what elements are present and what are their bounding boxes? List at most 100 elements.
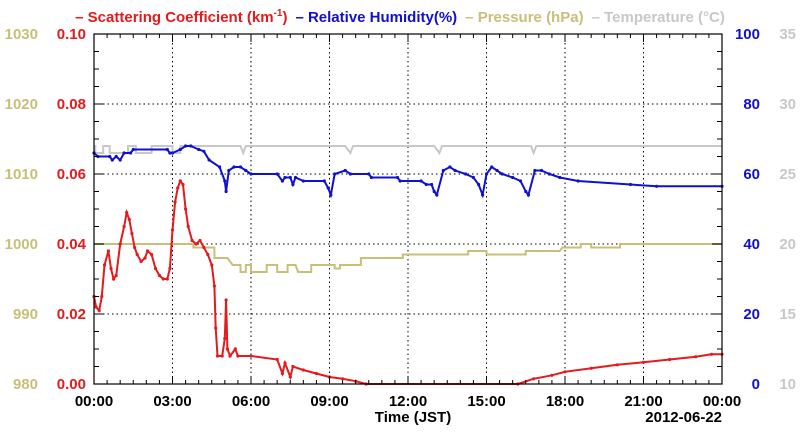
humidity-point bbox=[238, 165, 243, 169]
humidity-point bbox=[464, 172, 468, 176]
humidity-tick-label: 40 bbox=[743, 236, 760, 253]
x-tick-label: 00:00 bbox=[75, 393, 113, 410]
scattering-point bbox=[236, 354, 240, 358]
scattering-point bbox=[249, 354, 253, 358]
scattering-point bbox=[139, 259, 143, 264]
legend-dash-0: – bbox=[75, 9, 88, 26]
scattering-point bbox=[94, 305, 98, 309]
temperature-tick-label: 20 bbox=[779, 236, 796, 253]
axis-ticks bbox=[93, 33, 723, 385]
humidity-point bbox=[432, 189, 436, 194]
humidity-point bbox=[367, 172, 371, 176]
temperature-tick-label: 10 bbox=[779, 376, 796, 393]
scattering-point bbox=[130, 231, 134, 236]
scattering-point bbox=[563, 370, 567, 374]
scattering-point bbox=[224, 298, 228, 302]
scattering-point bbox=[106, 249, 110, 253]
humidity-point bbox=[108, 154, 112, 159]
scattering-point bbox=[532, 377, 536, 381]
scattering-point bbox=[170, 228, 175, 232]
humidity-point bbox=[178, 147, 182, 152]
scattering-point bbox=[275, 357, 279, 362]
legend: – Scattering Coefficient (km-1) – Relativ… bbox=[75, 8, 725, 26]
scattering-point bbox=[641, 360, 646, 364]
temperature-series bbox=[94, 145, 722, 156]
humidity-point bbox=[168, 151, 172, 155]
humidity-point bbox=[283, 175, 287, 180]
legend-entry-2: Pressure (hPa) bbox=[478, 9, 584, 26]
scattering-tick-label: 0.04 bbox=[57, 236, 87, 253]
temperature-tick-label: 25 bbox=[779, 166, 796, 183]
humidity-tick-label: 60 bbox=[743, 166, 760, 183]
humidity-point bbox=[518, 179, 523, 183]
humidity-point bbox=[170, 151, 175, 155]
scattering-point bbox=[210, 263, 214, 267]
scattering-point bbox=[694, 355, 698, 359]
humidity-point bbox=[197, 147, 201, 152]
scattering-point bbox=[709, 352, 714, 356]
temperature-tick-label: 35 bbox=[779, 26, 796, 43]
humidity-point bbox=[165, 147, 169, 152]
series-layer bbox=[92, 144, 724, 386]
humidity-point bbox=[301, 179, 305, 183]
humidity-point bbox=[224, 189, 228, 194]
scattering-point bbox=[150, 252, 154, 257]
scattering-point bbox=[215, 354, 220, 358]
x-tick-label: 21:00 bbox=[624, 393, 662, 410]
humidity-point bbox=[398, 179, 402, 183]
scattering-point bbox=[194, 242, 198, 246]
x-axis-title: Time (JST) bbox=[375, 409, 451, 426]
x-tick-label: 12:00 bbox=[389, 393, 427, 410]
humidity-tick-label: 80 bbox=[743, 96, 760, 113]
scattering-point bbox=[206, 252, 210, 257]
scattering-point bbox=[198, 238, 202, 243]
humidity-point bbox=[329, 193, 333, 197]
humidity-point bbox=[232, 165, 236, 169]
scattering-tick-label: 0.08 bbox=[57, 96, 86, 113]
scattering-point bbox=[186, 224, 190, 229]
legend-entry-0-superscript: -1 bbox=[274, 8, 283, 19]
axis-labels: 98099010001010102010300.000.020.040.060.… bbox=[5, 26, 796, 410]
scattering-point bbox=[288, 375, 292, 379]
scattering-point bbox=[143, 256, 147, 260]
legend-entry-0: Scattering Coefficient (km bbox=[88, 9, 274, 26]
humidity-point bbox=[326, 186, 330, 190]
grid-lines bbox=[94, 34, 722, 384]
scattering-point bbox=[100, 294, 104, 299]
humidity-point bbox=[244, 168, 248, 173]
x-tick-label: 09:00 bbox=[310, 393, 348, 410]
humidity-point bbox=[655, 184, 659, 188]
humidity-point bbox=[424, 182, 428, 187]
humidity-point bbox=[526, 193, 531, 197]
humidity-point bbox=[500, 172, 504, 176]
scattering-point bbox=[184, 207, 188, 211]
humidity-point bbox=[118, 158, 122, 162]
temperature-line bbox=[94, 145, 722, 156]
humidity-point bbox=[533, 168, 537, 173]
humidity-point bbox=[114, 154, 118, 159]
scattering-point bbox=[212, 284, 216, 288]
humidity-point bbox=[441, 168, 445, 173]
scattering-point bbox=[122, 224, 126, 229]
scattering-point bbox=[668, 357, 672, 362]
pressure-series bbox=[94, 243, 722, 273]
scattering-point bbox=[225, 347, 229, 351]
pressure-tick-label: 1000 bbox=[5, 236, 38, 253]
scattering-point bbox=[114, 273, 118, 278]
scattering-tick-label: 0.06 bbox=[57, 166, 86, 183]
scattering-point bbox=[202, 245, 206, 250]
x-tick-label: 06:00 bbox=[232, 393, 270, 410]
humidity-point bbox=[223, 179, 227, 183]
humidity-point bbox=[202, 149, 206, 153]
scattering-point bbox=[102, 263, 107, 267]
humidity-point bbox=[249, 172, 253, 176]
humidity-point bbox=[547, 172, 551, 176]
scattering-point bbox=[190, 238, 194, 243]
humidity-point bbox=[184, 144, 188, 148]
scattering-point bbox=[178, 179, 182, 183]
humidity-point bbox=[343, 168, 347, 173]
scattering-point bbox=[127, 217, 131, 222]
humidity-point bbox=[280, 179, 284, 183]
